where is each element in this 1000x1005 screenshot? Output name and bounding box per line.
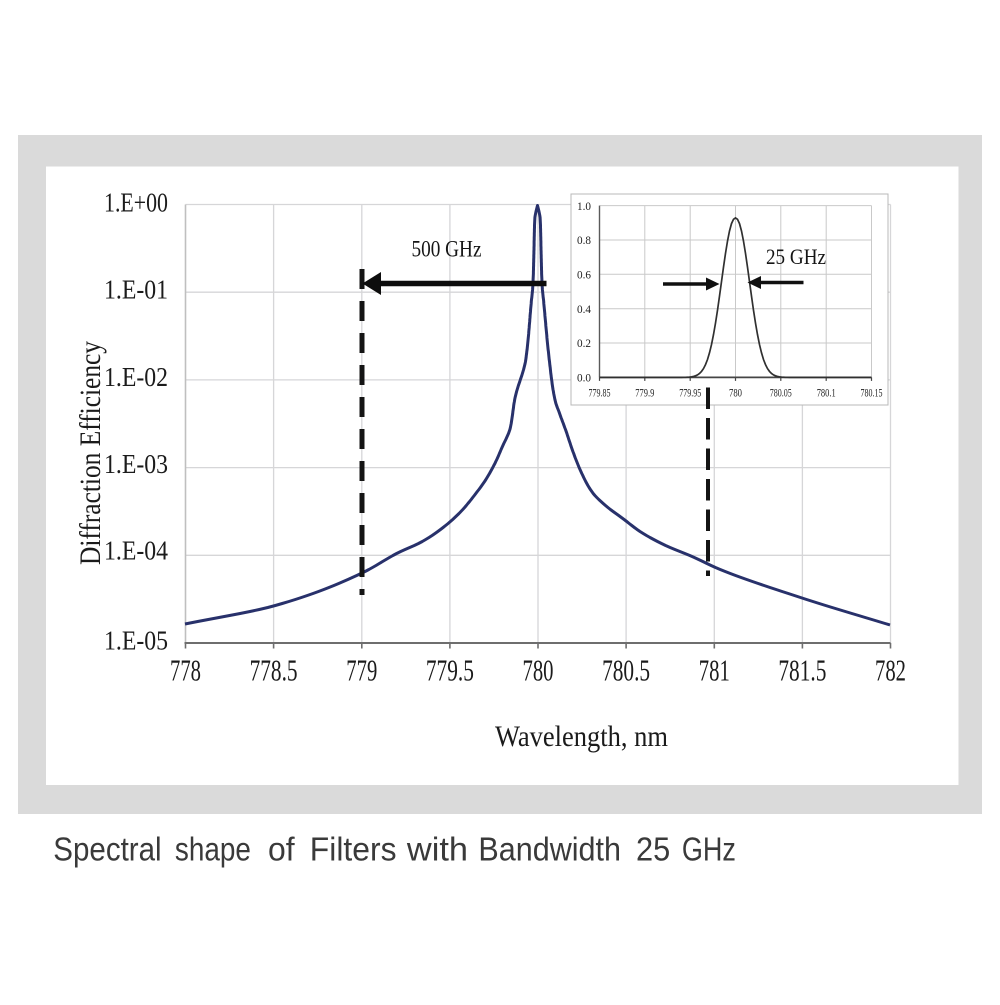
svg-text:778: 778 xyxy=(170,653,201,688)
svg-text:779: 779 xyxy=(346,653,377,688)
svg-text:0.0: 0.0 xyxy=(577,371,591,385)
svg-text:500 GHz: 500 GHz xyxy=(412,237,482,262)
svg-text:0.8: 0.8 xyxy=(577,233,591,247)
svg-text:0.2: 0.2 xyxy=(577,336,591,350)
svg-text:1.E-03: 1.E-03 xyxy=(104,449,168,479)
svg-text:shape: shape xyxy=(175,831,251,868)
svg-text:780: 780 xyxy=(523,653,554,688)
svg-text:1.E-05: 1.E-05 xyxy=(104,626,168,656)
svg-text:0.4: 0.4 xyxy=(577,302,591,316)
svg-text:25 GHz: 25 GHz xyxy=(766,244,826,269)
svg-text:780.05: 780.05 xyxy=(770,386,792,400)
svg-text:GHz: GHz xyxy=(682,831,736,868)
svg-text:780.5: 780.5 xyxy=(602,653,650,688)
svg-text:Diffraction Efficiency: Diffraction Efficiency xyxy=(74,341,107,565)
svg-text:781: 781 xyxy=(699,653,730,688)
svg-text:778.5: 778.5 xyxy=(250,653,298,688)
svg-text:780.15: 780.15 xyxy=(861,386,883,400)
svg-text:with: with xyxy=(406,831,468,868)
svg-text:0.6: 0.6 xyxy=(577,268,591,282)
svg-text:1.E+00: 1.E+00 xyxy=(104,188,168,218)
svg-text:1.E-02: 1.E-02 xyxy=(104,362,168,392)
svg-text:779.95: 779.95 xyxy=(679,386,701,400)
svg-text:1.E-04: 1.E-04 xyxy=(104,536,168,566)
svg-text:of: of xyxy=(268,831,295,868)
svg-text:Wavelength, nm: Wavelength, nm xyxy=(495,720,668,753)
svg-text:780.1: 780.1 xyxy=(817,386,836,400)
svg-text:782: 782 xyxy=(875,653,906,688)
svg-text:779.85: 779.85 xyxy=(589,386,611,400)
svg-text:1.E-01: 1.E-01 xyxy=(104,275,168,305)
svg-text:781.5: 781.5 xyxy=(778,653,826,688)
svg-text:Filters: Filters xyxy=(310,831,397,868)
svg-text:779.5: 779.5 xyxy=(426,653,474,688)
svg-text:25: 25 xyxy=(636,831,670,868)
svg-text:Spectral: Spectral xyxy=(53,831,161,868)
svg-text:Bandwidth: Bandwidth xyxy=(478,831,621,868)
svg-text:779.9: 779.9 xyxy=(635,386,654,400)
svg-text:780: 780 xyxy=(729,386,742,400)
svg-text:1.0: 1.0 xyxy=(577,199,591,213)
